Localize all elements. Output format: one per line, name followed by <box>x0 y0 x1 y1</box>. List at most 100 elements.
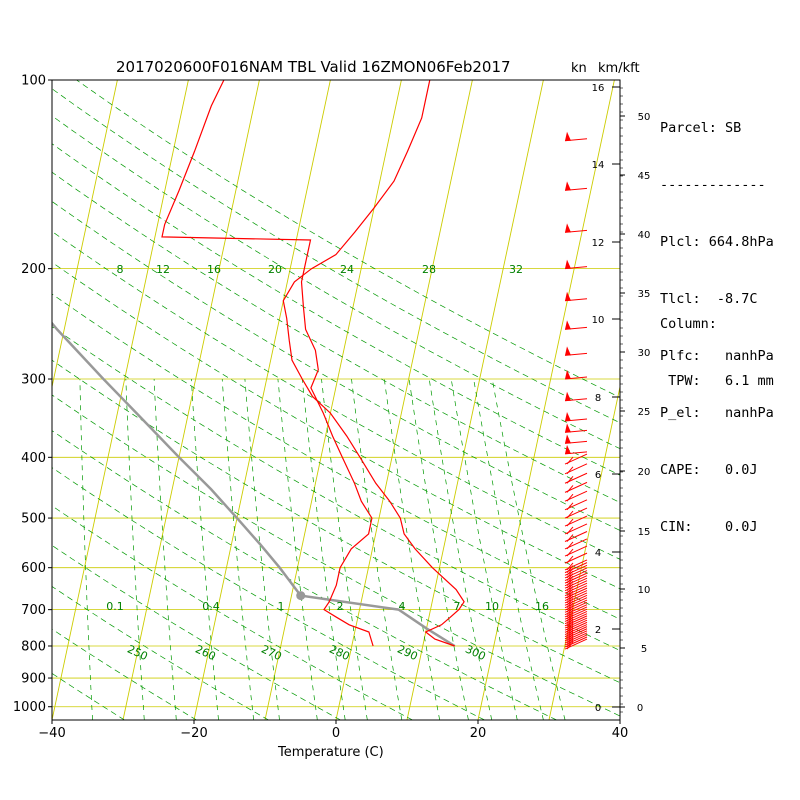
chart-title: 2017020600F016NAM TBL Valid 16ZMON06Feb2… <box>116 58 511 76</box>
temperature-tick-label: 20 <box>470 726 487 741</box>
isotherm-line <box>52 80 118 389</box>
parcel-line: Plfc: nanhPa <box>660 348 774 364</box>
wind-barb-feather <box>566 627 574 635</box>
km-tick-label: 4 <box>595 548 601 559</box>
plot-area <box>0 80 620 720</box>
kft-tick-label: 25 <box>638 407 651 418</box>
wind-barb-feather <box>566 593 574 601</box>
temperature-trace <box>282 80 465 647</box>
mixing-ratio-line <box>153 378 177 720</box>
wind-barb-flag <box>565 223 571 233</box>
dry-adiabat-line <box>52 586 269 720</box>
parcel-line: Tlcl: -8.7C <box>660 291 758 307</box>
mixing-ratio-label: 16 <box>535 600 549 613</box>
wind-barb-flag <box>565 181 571 191</box>
km-tick-label: 16 <box>592 83 605 94</box>
wind-barb-flag <box>565 291 571 301</box>
mixing-ratio-line <box>125 378 145 720</box>
wind-barb-feather <box>566 618 574 627</box>
wind-barb-feather <box>566 635 574 644</box>
kft-tick-label: 20 <box>638 467 651 478</box>
mixing-ratio-line <box>301 378 346 720</box>
isotherm-line <box>335 80 473 720</box>
kft-tick-label: 0 <box>637 703 643 714</box>
temperature-tick-label: −20 <box>180 726 207 741</box>
wind-barb-feather <box>566 607 574 615</box>
wind-barb-feather <box>566 466 574 475</box>
pressure-tick-label: 400 <box>21 451 46 466</box>
wind-barb-feather <box>566 548 574 557</box>
km-tick-label: 6 <box>595 470 601 481</box>
wind-barb-feather <box>566 633 574 642</box>
wind-barb-feather <box>566 580 574 589</box>
pressure-tick-label: 600 <box>21 561 46 576</box>
isotherm-label: 12 <box>156 263 170 276</box>
column-line: TPW: 6.1 mm <box>660 373 774 389</box>
wind-barb-feather <box>566 614 574 622</box>
temperature-tick-label: 0 <box>332 726 340 741</box>
wind-barb-feather <box>566 616 574 624</box>
knots-unit-label: kn <box>571 61 587 76</box>
isotherm-label: 32 <box>509 263 523 276</box>
mixing-ratio-line <box>277 378 318 720</box>
lcl-marker <box>296 591 306 601</box>
dry-adiabat-line <box>52 326 620 651</box>
mixing-ratio-line <box>244 378 280 720</box>
kft-tick-label: 40 <box>638 230 651 241</box>
parcel-line: ------------- <box>660 177 766 193</box>
parcel-line: CIN: 0.0J <box>660 519 758 535</box>
dry-adiabat-line <box>52 719 53 720</box>
isotherm-line <box>0 80 46 720</box>
temperature-tick-label: 40 <box>612 726 629 741</box>
wind-barb-flag <box>565 444 571 454</box>
km-tick-label: 14 <box>592 160 605 171</box>
wind-barb-feather <box>566 502 574 511</box>
parcel-line: Parcel: SB <box>660 120 742 136</box>
column-line: Column: <box>660 316 717 332</box>
dry-adiabat-line <box>52 430 557 720</box>
dewpoint-trace <box>161 80 374 647</box>
dry-adiabat-line <box>52 505 413 720</box>
kft-tick-label: 30 <box>638 348 651 359</box>
mixing-ratio-line <box>321 378 368 720</box>
parcel-line: P_el: nanhPa <box>660 405 774 421</box>
wind-barb-feather <box>566 622 574 631</box>
wind-barb-feather <box>566 562 574 571</box>
wind-barb-feather <box>566 625 574 633</box>
isotherm-line <box>193 80 331 720</box>
wind-barb-flag <box>565 131 571 141</box>
km-tick-label: 0 <box>595 703 601 714</box>
pressure-tick-label: 900 <box>21 672 46 687</box>
dry-adiabat-line <box>52 261 620 590</box>
isotherm-line <box>406 80 544 720</box>
wind-barb-feather <box>566 456 574 465</box>
mixing-ratio-line <box>383 378 441 720</box>
mixing-ratio-line <box>450 378 518 720</box>
kft-tick-label: 5 <box>641 644 647 655</box>
wind-barb-feather <box>566 555 574 564</box>
dry-adiabat-line <box>52 544 341 720</box>
wind-barb-feather <box>566 639 574 648</box>
wind-barb-flag <box>565 370 571 380</box>
mixing-ratio-line <box>190 378 219 720</box>
wind-barb-flag <box>565 320 571 330</box>
wind-barb-feather <box>566 570 574 579</box>
mixing-ratio-line <box>408 378 469 720</box>
dry-adiabat-line <box>52 394 620 717</box>
column-info: Column: TPW: 6.1 mm <box>660 277 774 429</box>
mixing-ratio-label: 0.4 <box>202 600 220 613</box>
wind-barb-feather <box>566 493 574 502</box>
isotherm-line <box>264 80 402 720</box>
isotherm-label: 28 <box>422 263 436 276</box>
dry-adiabat-line <box>52 628 197 720</box>
height-unit-label: km/kft <box>598 61 640 76</box>
kft-tick-label: 10 <box>638 585 651 596</box>
kft-tick-label: 45 <box>638 171 651 182</box>
parcel-trace <box>52 321 456 648</box>
wind-barb-feather <box>566 629 574 637</box>
wind-barb-feather <box>566 575 574 584</box>
wind-barb-flag <box>565 411 571 421</box>
parcel-info: Parcel: SB ------------- Plcl: 664.8hPa … <box>660 81 774 575</box>
